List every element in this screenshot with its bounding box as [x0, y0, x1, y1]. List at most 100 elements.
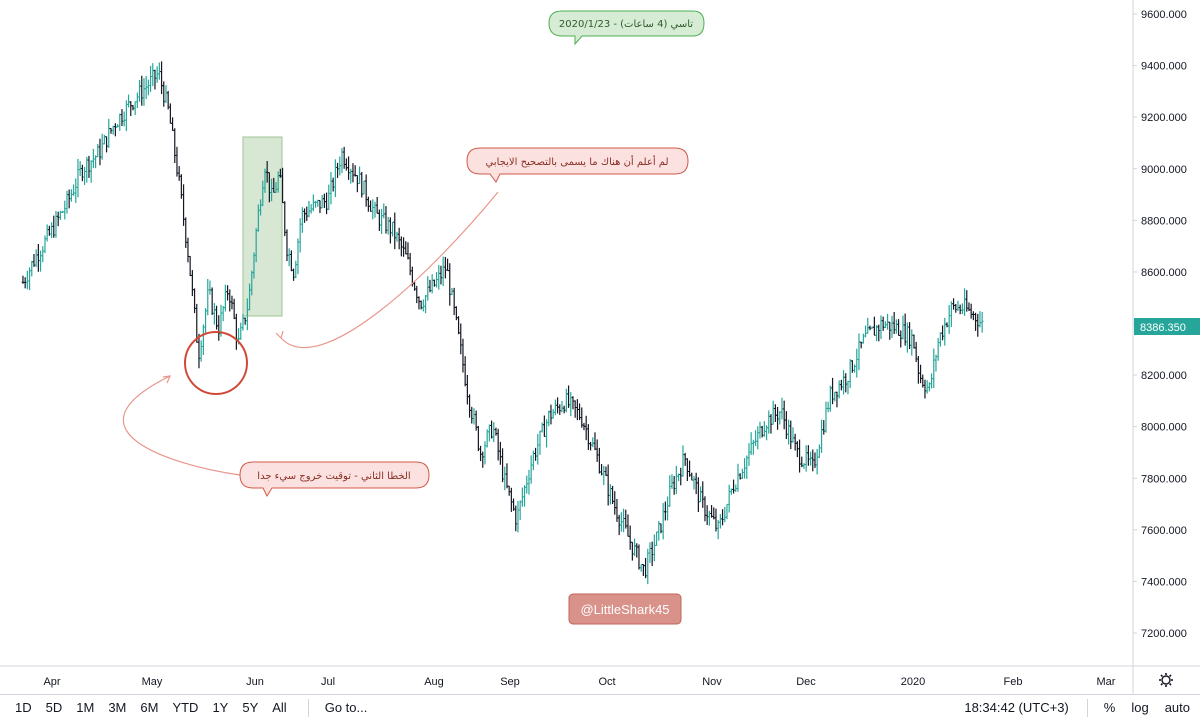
x-tick-label: May: [142, 676, 163, 688]
toolbar-divider: [1086, 698, 1088, 717]
goto-date-button[interactable]: Go to...: [324, 700, 368, 715]
ohlc-bar: [347, 156, 350, 180]
ohlc-bar: [958, 304, 962, 315]
second-mistake-callout[interactable]: الخطا الثاني - توقيت خروج سيء جدا: [239, 461, 430, 498]
ohlc-bar: [923, 379, 927, 399]
ohlc-bar: [960, 303, 964, 315]
ohlc-bar: [377, 209, 381, 231]
y-axis[interactable]: 9600.000 9400.000 9200.000 9000.000 8800.000…: [1133, 9, 1187, 640]
ohlc-bar: [637, 544, 641, 570]
ohlc-bar: [897, 319, 900, 336]
ohlc-bar: [292, 268, 295, 281]
ohlc-bar: [591, 437, 595, 448]
range-button-ytd[interactable]: YTD: [172, 700, 199, 715]
ohlc-bar: [584, 415, 588, 441]
ohlc-bar: [325, 192, 328, 215]
ohlc-bar: [439, 265, 443, 285]
ohlc-bar: [322, 193, 326, 209]
ohlc-bar: [644, 557, 647, 579]
range-button-1m[interactable]: 1M: [76, 700, 95, 715]
auto-scale-toggle[interactable]: auto: [1164, 700, 1190, 715]
ohlc-bar: [307, 200, 311, 218]
ohlc-bar: [875, 325, 878, 342]
x-axis[interactable]: Apr May Jun Jul Aug Sep Oct Nov Dec 2020 Feb Mar: [43, 676, 1115, 688]
range-button-6m[interactable]: 6M: [140, 700, 159, 715]
ohlc-bar: [140, 75, 144, 106]
ohlc-bar: [562, 405, 566, 414]
percent-scale-toggle[interactable]: %: [1103, 700, 1116, 715]
exit-point-circle[interactable]: [184, 331, 248, 395]
ohlc-bar: [963, 288, 966, 316]
ohlc-bar: [336, 162, 339, 178]
log-scale-toggle[interactable]: log: [1131, 700, 1149, 715]
ohlc-bar: [465, 374, 469, 405]
ohlc-bar: [776, 406, 779, 430]
ohlc-bar: [778, 411, 782, 425]
ohlc-bar: [50, 222, 53, 239]
correction-arrow[interactable]: [280, 191, 499, 349]
exit-arrow[interactable]: [123, 375, 241, 476]
ohlc-bar: [947, 305, 951, 335]
ohlc-bar: [569, 392, 573, 417]
ohlc-bar: [501, 448, 504, 483]
range-button-all[interactable]: All: [272, 700, 287, 715]
ohlc-bar: [784, 411, 788, 440]
ohlc-bar: [952, 298, 955, 310]
ohlc-bar: [855, 348, 859, 378]
range-button-3m[interactable]: 3M: [108, 700, 127, 715]
price-chart[interactable]: 9600.000 9400.000 9200.000 9000.000 8800.000…: [0, 0, 1200, 694]
rally-highlight-box[interactable]: [242, 136, 283, 317]
ohlc-bar: [371, 199, 375, 220]
ohlc-bar: [930, 373, 933, 389]
ohlc-bar: [487, 424, 491, 442]
range-button-1y[interactable]: 1Y: [212, 700, 229, 715]
ohlc-bar: [688, 460, 691, 477]
positive-correction-callout[interactable]: لم أعلم أن هناك ما يسمى بالتصحيح الايجاب…: [466, 147, 689, 183]
ohlc-bar: [388, 217, 392, 244]
ohlc-bar: [96, 143, 100, 158]
x-tick-label: Apr: [43, 676, 60, 688]
ohlc-bar: [503, 466, 507, 491]
ohlc-bar: [331, 177, 335, 192]
ohlc-bar: [369, 200, 372, 212]
ohlc-bar: [828, 385, 832, 412]
ohlc-bar: [894, 319, 898, 334]
ohlc-bar: [547, 410, 551, 427]
ohlc-bar: [943, 317, 947, 346]
ohlc-bar: [941, 325, 944, 341]
range-button-5y[interactable]: 5Y: [242, 700, 259, 715]
settings-gear-icon[interactable]: [1159, 673, 1173, 687]
ohlc-bar: [824, 401, 828, 433]
ohlc-bar: [767, 410, 771, 434]
ohlc-bar: [542, 415, 546, 437]
ohlc-bar: [628, 525, 632, 550]
ohlc-bar: [721, 509, 724, 526]
positive-correction-text: لم أعلم أن هناك ما يسمى بالتصحيح الايجاب…: [486, 155, 669, 168]
ohlc-bar: [384, 206, 388, 234]
ohlc-bar: [668, 475, 672, 507]
ohlc-bar: [168, 103, 172, 124]
title-callout-text: تاسي (4 ساعات) - 2020/1/23: [559, 19, 693, 30]
title-callout[interactable]: تاسي (4 ساعات) - 2020/1/23: [548, 10, 705, 46]
ohlc-bar: [817, 444, 821, 458]
range-button-1d[interactable]: 1D: [15, 700, 32, 715]
ohlc-bar: [648, 542, 652, 563]
x-tick-label: Nov: [702, 676, 722, 688]
range-button-5d[interactable]: 5D: [45, 700, 63, 715]
ohlc-bar: [349, 168, 353, 184]
ohlc-bar: [76, 158, 80, 198]
ohlc-bar: [294, 260, 298, 279]
ohlc-bar: [171, 117, 174, 131]
ohlc-bar: [188, 255, 192, 277]
ohlc-bar: [386, 216, 390, 235]
ohlc-bar: [661, 502, 665, 540]
ohlc-bar: [63, 200, 67, 220]
ohlc-bar: [342, 146, 346, 169]
second-mistake-text: الخطا الثاني - توقيت خروج سيء جدا: [257, 471, 410, 482]
ohlc-bar: [217, 315, 221, 341]
ohlc-bar: [430, 274, 434, 294]
ohlc-bar: [553, 399, 557, 416]
ohlc-bar: [626, 514, 630, 537]
ohlc-bar: [419, 300, 423, 310]
y-tick-label: 9200.000: [1141, 112, 1187, 124]
